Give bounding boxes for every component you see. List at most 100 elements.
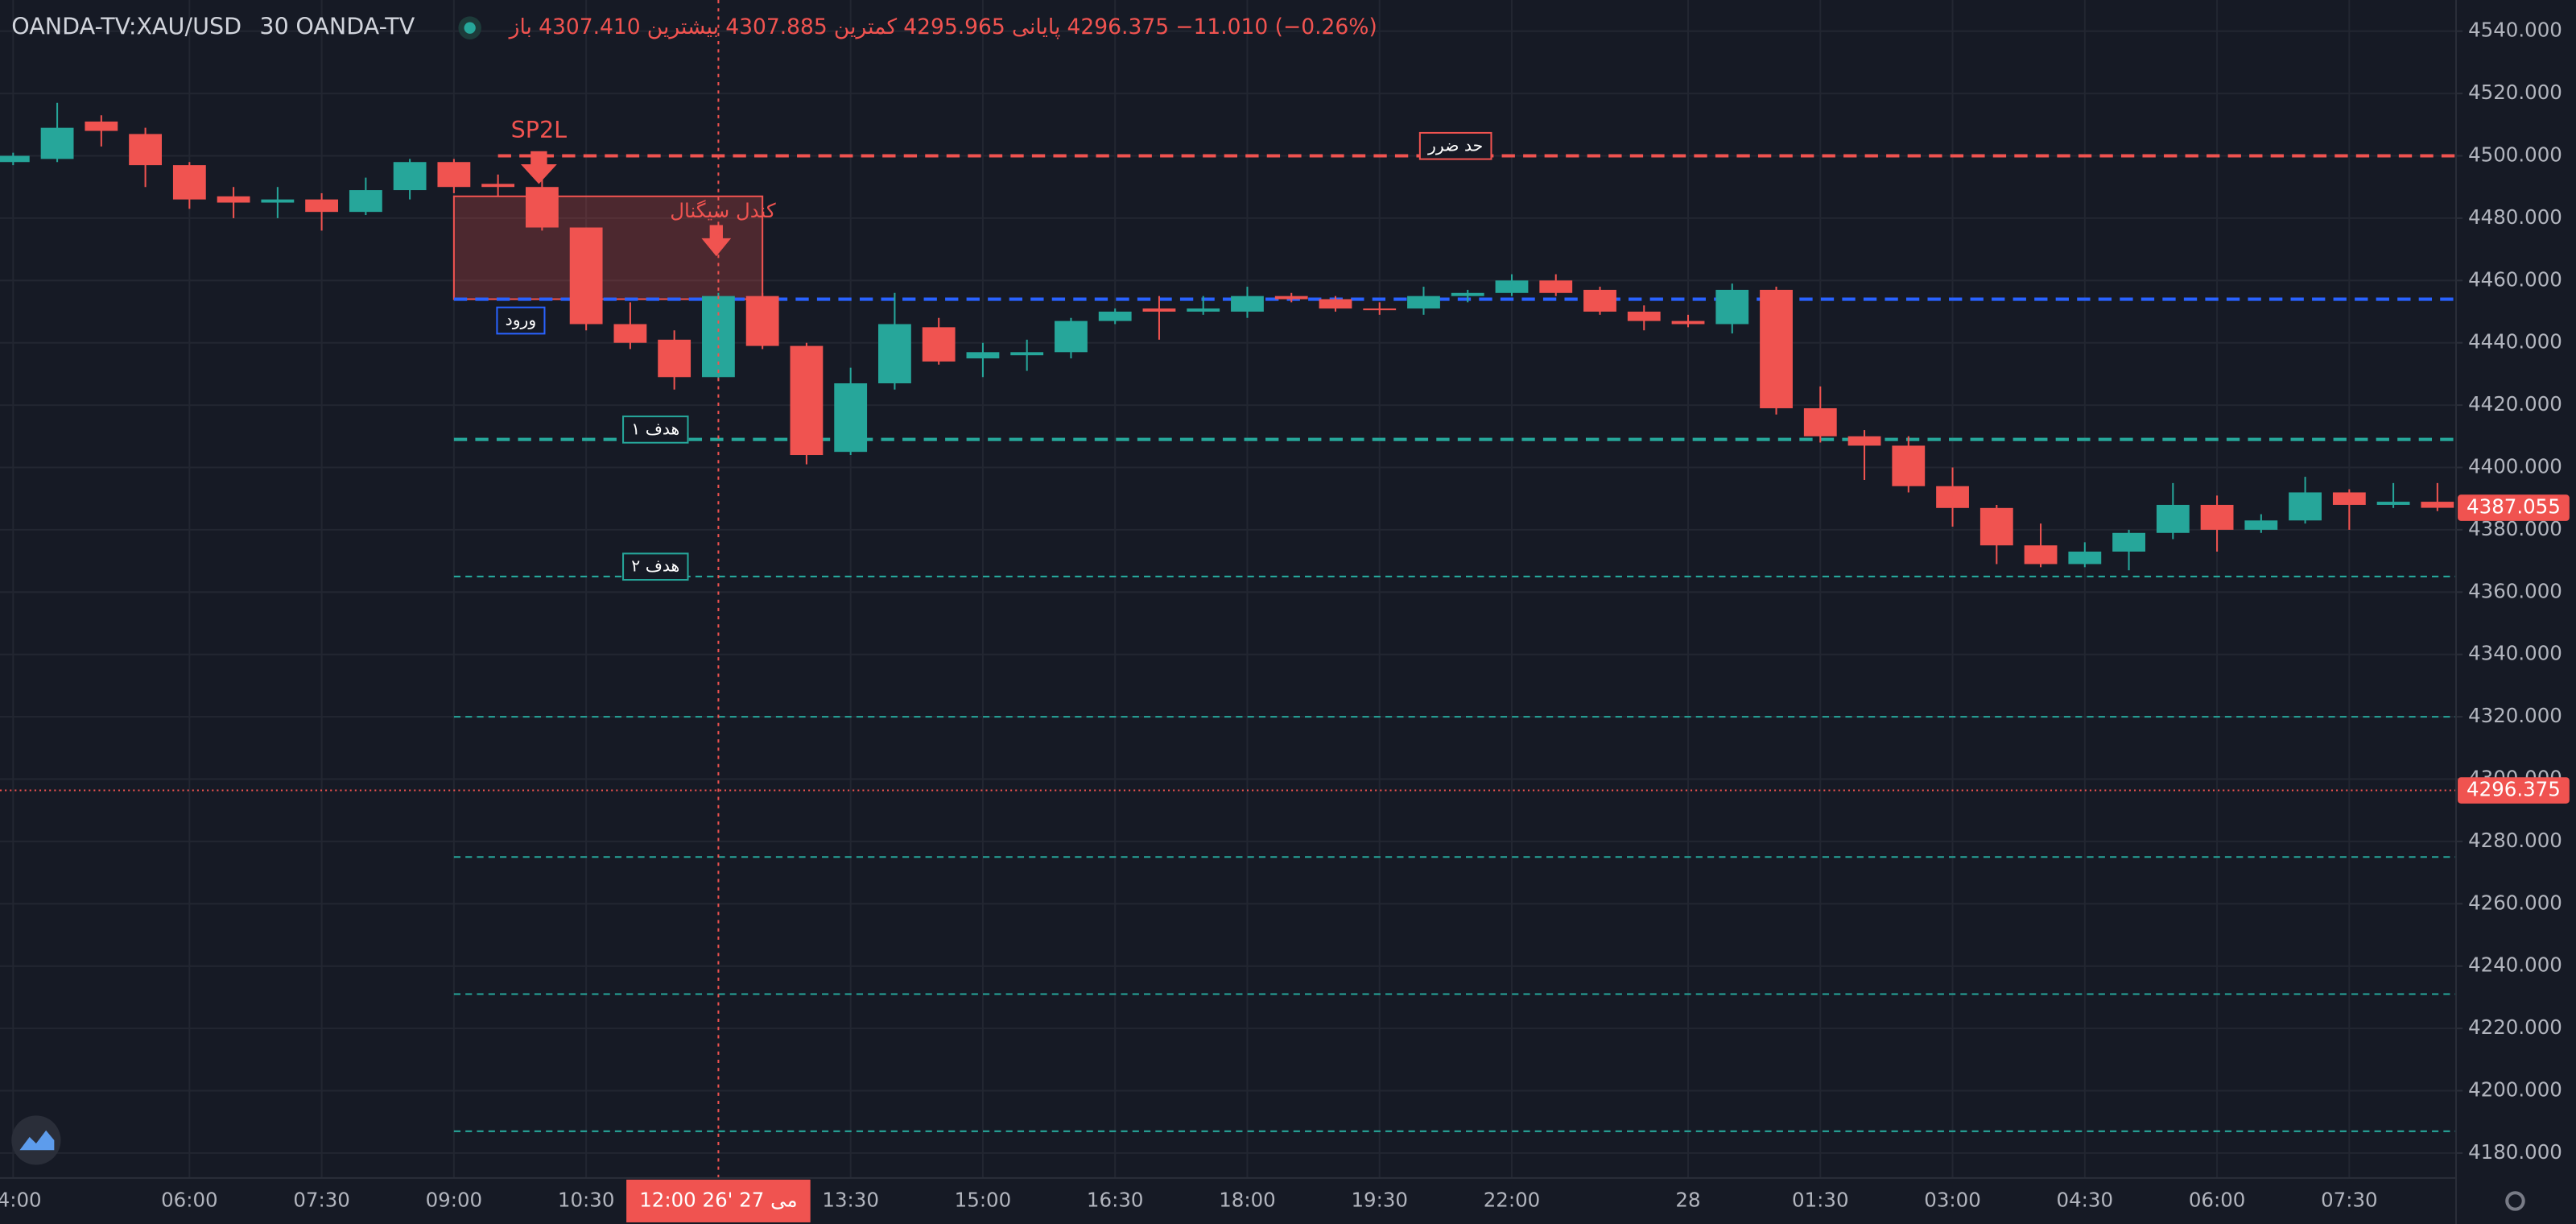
- header: OANDA-TV:XAU/USD 30 OANDA-TV باز 4307.410…: [11, 13, 1377, 40]
- grid: [0, 0, 2457, 1178]
- candle-body: [1010, 352, 1044, 356]
- y-tick-label: 4360.000: [2468, 579, 2562, 602]
- candle-body: [1979, 507, 2013, 546]
- sp2l-arrow: [520, 151, 557, 184]
- candle-body: [1539, 280, 1573, 293]
- y-tick-label: 4200.000: [2468, 1078, 2562, 1102]
- level-label-box: [496, 306, 546, 335]
- candle-body: [1319, 299, 1352, 309]
- y-tick-label: 4220.000: [2468, 1015, 2562, 1039]
- candle-body: [261, 199, 295, 203]
- candles: [0, 102, 2454, 571]
- candle-body: [966, 352, 1000, 359]
- interval: 30: [259, 13, 288, 40]
- y-tick-label: 4420.000: [2468, 392, 2562, 416]
- y-tick-label: 4500.000: [2468, 143, 2562, 167]
- price-mark-box: [2458, 494, 2570, 521]
- candle-body: [481, 184, 515, 188]
- y-tick-label: 4480.000: [2468, 205, 2562, 229]
- candle-body: [2156, 504, 2190, 533]
- candle-body: [658, 339, 691, 378]
- candle-body: [217, 196, 250, 203]
- x-tick-label: 06:00: [161, 1188, 218, 1211]
- header-change: −11.010 (−0.26%): [1175, 14, 1377, 39]
- header-close-label: پایانی: [1012, 14, 1060, 39]
- candle-body: [922, 327, 956, 362]
- candle-body: [1274, 296, 1308, 300]
- y-tick-label: 4340.000: [2468, 642, 2562, 665]
- candle-body: [1671, 320, 1705, 325]
- y-tick-label: 4180.000: [2468, 1140, 2562, 1164]
- candle-body: [613, 324, 647, 343]
- logo: [11, 1115, 61, 1165]
- candle-body: [745, 296, 779, 346]
- candle-body: [1142, 308, 1176, 312]
- y-tick-label: 4240.000: [2468, 953, 2562, 977]
- settings-icon[interactable]: [2505, 1191, 2525, 1211]
- candle-body: [437, 162, 471, 188]
- y-tick-label: 4540.000: [2468, 19, 2562, 42]
- candle-body: [2244, 520, 2278, 530]
- settings[interactable]: [2505, 1191, 2525, 1211]
- y-tick-label: 4440.000: [2468, 330, 2562, 354]
- y-tick-label: 4460.000: [2468, 267, 2562, 291]
- level-label-text: ورود: [506, 310, 537, 329]
- level-label: هدف ۱: [622, 416, 689, 444]
- x-tick-label: 03:00: [1924, 1188, 1981, 1211]
- candle-body: [2421, 502, 2454, 508]
- x-tick-label: 15:00: [955, 1188, 1012, 1211]
- candle-body: [349, 190, 382, 213]
- candle-body: [85, 121, 118, 131]
- candle-body: [2112, 532, 2145, 552]
- annotation: SP2L: [511, 116, 568, 143]
- source: OANDA-TV: [295, 13, 415, 40]
- levels: حد ضرر ورود هدف ۱ هدف ۲: [452, 131, 2457, 1132]
- candle-body: [525, 187, 559, 228]
- candle-body: [2024, 545, 2058, 564]
- candle-body: [2332, 492, 2366, 505]
- candle-body: [305, 199, 339, 213]
- logo-mark: [19, 1130, 55, 1151]
- candle-body: [2200, 504, 2234, 530]
- level-label: حد ضرر: [1418, 131, 1492, 160]
- x-tick-label: 06:00: [2189, 1188, 2246, 1211]
- candle-body: [129, 134, 162, 166]
- x-tick-label: 19:30: [1351, 1188, 1408, 1211]
- crosshair-time-box: [626, 1179, 811, 1222]
- symbol: OANDA-TV:XAU/USD: [11, 13, 242, 40]
- y-tick-label: 4400.000: [2468, 455, 2562, 478]
- candle-body: [172, 165, 206, 200]
- x-tick-label: 18:00: [1219, 1188, 1276, 1211]
- candle-body: [1627, 312, 1661, 321]
- crosshair-time-label: 12:00 26' می 27: [639, 1188, 797, 1211]
- y-tick-label: 4520.000: [2468, 81, 2562, 104]
- level-label-text: هدف ۱: [631, 419, 679, 438]
- y-tick-label: 4280.000: [2468, 829, 2562, 852]
- status-dot: [464, 22, 476, 34]
- x-tick-label: 28: [1675, 1188, 1700, 1211]
- x-tick-label: 16:30: [1087, 1188, 1144, 1211]
- header-open: 4307.410: [539, 14, 641, 39]
- level-label-box: [622, 552, 689, 581]
- logo-circle: [11, 1115, 61, 1165]
- candle-body: [393, 162, 427, 191]
- x-tick-label: 01:30: [1792, 1188, 1849, 1211]
- annotation: کندل سیگنال: [670, 199, 776, 222]
- header-high-label: بیشترین: [647, 14, 719, 39]
- level-label: هدف ۲: [622, 552, 689, 581]
- candle-body: [1098, 312, 1132, 321]
- x-tick-label: 13:30: [822, 1188, 879, 1211]
- axes: 4540.000 4520.000 4500.000 4480.000 4460.000…: [0, 19, 2570, 1222]
- candle-body: [1187, 308, 1220, 312]
- candle-body: [1936, 486, 1969, 508]
- overlay: SP2L کندل سیگنال: [0, 0, 2457, 1178]
- candle-body: [569, 227, 603, 325]
- candle-body: [40, 127, 74, 159]
- header-close: 4296.375: [1067, 14, 1170, 39]
- price-mark-box: [2458, 777, 2570, 804]
- candle-body: [1583, 289, 1616, 312]
- level-label-box: [622, 416, 689, 444]
- x-tick-label: 22:00: [1484, 1188, 1541, 1211]
